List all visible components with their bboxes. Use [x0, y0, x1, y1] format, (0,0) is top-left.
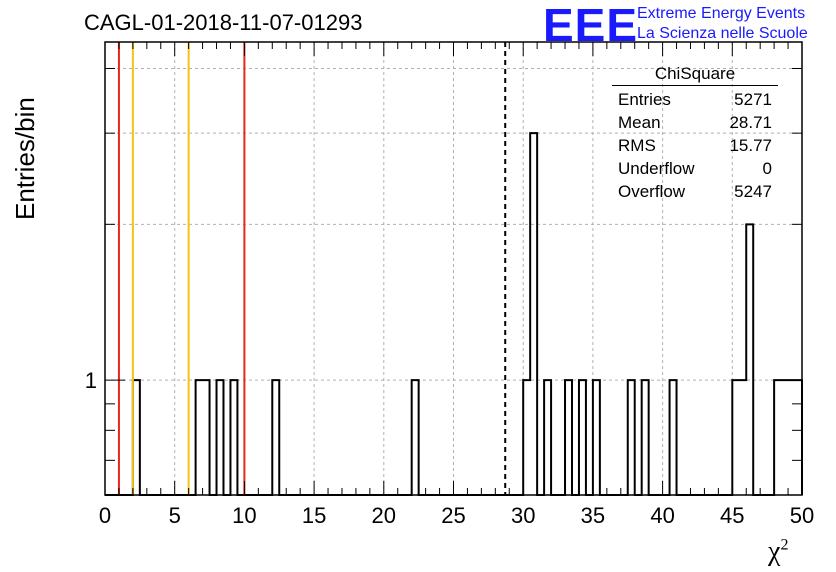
histogram-bin [523, 380, 530, 495]
stats-value: 5271 [734, 90, 772, 109]
histogram-bin [788, 380, 795, 495]
histogram-bin [746, 224, 753, 495]
stats-value: 0 [762, 159, 772, 178]
histogram-bin [732, 380, 739, 495]
x-tick-label: 50 [790, 503, 814, 528]
histogram-bin [412, 380, 419, 495]
x-tick-label: 35 [581, 503, 605, 528]
stats-row-overflow: Overflow 5247 [612, 180, 778, 203]
stats-label: Underflow [618, 159, 695, 178]
histogram-bin [133, 380, 140, 495]
logo-line-1: Extreme Energy Events [637, 5, 806, 22]
histogram-bin [670, 380, 677, 495]
stats-value: 28.71 [729, 113, 772, 132]
x-axis-label: χ2 [768, 536, 788, 568]
x-axis-label-superscript: 2 [780, 536, 789, 554]
histogram-bin [739, 380, 746, 495]
histogram-bin [203, 380, 210, 495]
y-tick-label: 1 [85, 368, 97, 393]
stats-value: 5247 [734, 182, 772, 201]
x-tick-label: 15 [302, 503, 326, 528]
stats-label: Mean [618, 113, 661, 132]
x-tick-label: 10 [232, 503, 256, 528]
x-tick-label: 45 [720, 503, 744, 528]
histogram-bin [217, 380, 224, 495]
x-tick-label: 40 [650, 503, 674, 528]
stats-row-rms: RMS 15.77 [612, 134, 778, 157]
stats-box: ChiSquare Entries 5271 Mean 28.71 RMS 15… [612, 64, 778, 203]
histogram-bin [196, 380, 203, 495]
stats-row-mean: Mean 28.71 [612, 111, 778, 134]
stats-label: Entries [618, 90, 671, 109]
x-tick-label: 30 [511, 503, 535, 528]
histogram-bin [593, 380, 600, 495]
x-tick-label: 20 [372, 503, 396, 528]
histogram-bin [579, 380, 586, 495]
histogram-bin [272, 380, 279, 495]
histogram-bin [795, 380, 802, 495]
logo-line-2: La Scienza nelle Scuole [637, 25, 808, 42]
x-axis-label-symbol: χ [768, 536, 781, 567]
stats-value: 15.77 [729, 136, 772, 155]
stats-label: RMS [618, 136, 656, 155]
x-tick-label: 0 [99, 503, 111, 528]
histogram-bin [781, 380, 788, 495]
x-tick-label: 25 [441, 503, 465, 528]
histogram-bin [642, 380, 649, 495]
histogram-bin [230, 380, 237, 495]
x-tick-label: 5 [169, 503, 181, 528]
chart-title: CAGL-01-2018-11-07-01293 [84, 10, 363, 35]
eee-logo: EEE [543, 0, 639, 51]
histogram-bin [774, 380, 781, 495]
histogram-bin [628, 380, 635, 495]
histogram-bin [530, 133, 537, 495]
stats-title: ChiSquare [612, 64, 778, 86]
stats-row-underflow: Underflow 0 [612, 157, 778, 180]
histogram-bin [565, 380, 572, 495]
y-axis-label: Entries/bin [10, 97, 40, 220]
logo-caption: Extreme Energy Events La Scienza nelle S… [637, 4, 808, 44]
stats-label: Overflow [618, 182, 686, 201]
histogram-bin [544, 380, 551, 495]
stats-row-entries: Entries 5271 [612, 88, 778, 111]
